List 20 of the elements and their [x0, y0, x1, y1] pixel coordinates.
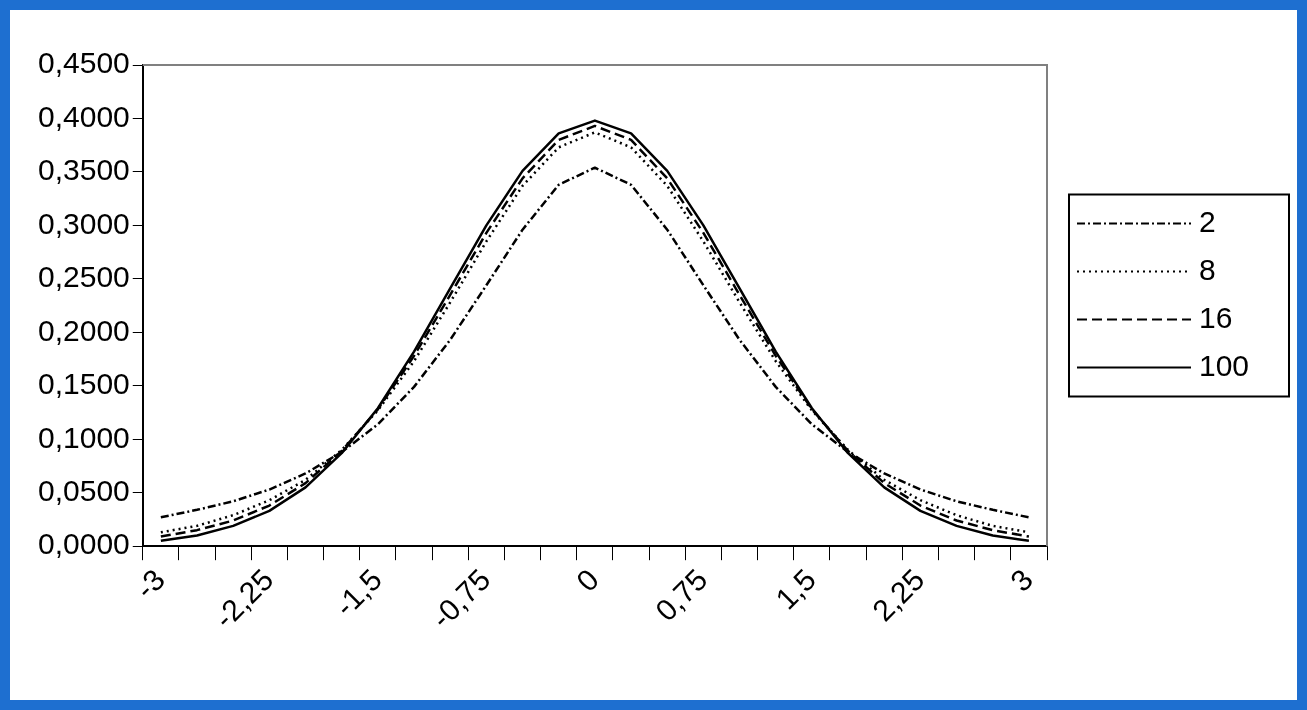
x-tick-label: 1,5 — [769, 562, 822, 616]
x-tick-label: -3 — [128, 562, 171, 605]
x-tick-label: 0 — [569, 562, 605, 598]
y-tick-label: 0,2500 — [37, 260, 130, 294]
y-tick-label: 0,3500 — [37, 153, 130, 187]
y-tick-label: 0,4000 — [37, 99, 130, 133]
y-tick-label: 0,1000 — [37, 420, 130, 454]
y-tick-label: 0,4500 — [37, 46, 130, 80]
legend-label: 16 — [1199, 300, 1233, 334]
x-tick-label: -1,5 — [328, 562, 388, 623]
y-tick-label: 0,3000 — [37, 206, 130, 240]
y-tick-label: 0,0000 — [37, 527, 130, 561]
legend-label: 100 — [1199, 348, 1250, 382]
legend-label: 8 — [1199, 252, 1216, 286]
y-tick-label: 0,0500 — [37, 473, 130, 507]
x-tick-label: 0,75 — [648, 562, 714, 628]
y-tick-label: 0,2000 — [37, 313, 130, 347]
x-tick-label: 3 — [1003, 562, 1039, 598]
legend-label: 2 — [1199, 204, 1216, 238]
y-tick-label: 0,1500 — [37, 367, 130, 401]
